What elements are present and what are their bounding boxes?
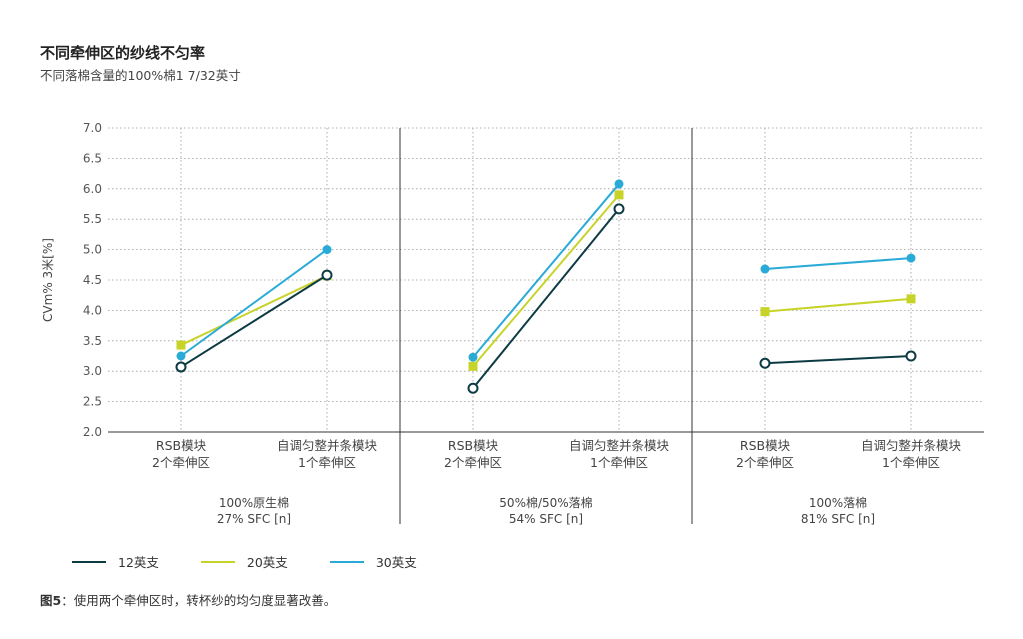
series-line <box>472 208 620 389</box>
figure-caption: 图5：使用两个牵伸区时，转杯纱的均匀度显著改善。 <box>40 590 336 609</box>
series-line <box>472 183 620 358</box>
legend-item-12: 12英支 <box>72 552 159 571</box>
line-chart: 2.0 2.5 3.0 3.5 4.0 4.5 5.0 5.5 6.0 6.5 7.0 CVm% 3米… <box>41 121 984 526</box>
data-point <box>760 307 770 317</box>
figure-caption-label: 图5 <box>40 593 62 608</box>
y-tick-label: 3.5 <box>83 334 102 348</box>
y-tick-label: 2.0 <box>83 425 102 439</box>
legend-item-20: 20英支 <box>200 552 288 571</box>
data-point <box>176 340 186 350</box>
x-tick-label: 1个牵伸区 <box>882 455 940 470</box>
x-tick-label: 自调匀整并条模块 <box>569 438 670 453</box>
legend-swatch-30 <box>329 560 364 563</box>
x-tick-label: RSB模块 <box>740 438 791 453</box>
y-axis-label: CVm% 3米[%] <box>41 238 55 322</box>
y-tick-label: 6.0 <box>83 182 102 196</box>
data-point <box>613 203 625 215</box>
chart-title: 不同牵伸区的纱线不匀率 <box>40 44 206 62</box>
group-label: 50%棉/50%落棉 <box>499 496 592 510</box>
y-tick-label: 5.0 <box>83 243 102 257</box>
chart-subtitle: 不同落棉含量的100%棉1 7/32英寸 <box>40 68 241 83</box>
legend-label-12: 12英支 <box>118 555 159 570</box>
y-tick-label: 3.0 <box>83 364 102 378</box>
x-tick-label: 2个牵伸区 <box>152 455 210 470</box>
data-point <box>614 190 624 200</box>
x-tick-label: 1个牵伸区 <box>298 455 356 470</box>
y-tick-label: 2.5 <box>83 395 102 409</box>
legend-label-20: 20英支 <box>246 555 288 570</box>
data-point <box>175 361 187 373</box>
legend-swatch-12 <box>72 560 106 563</box>
y-tick-label: 5.5 <box>83 212 102 226</box>
data-point <box>906 294 916 304</box>
group-label: 54% SFC [n] <box>509 512 583 526</box>
series-line <box>764 297 912 313</box>
data-point <box>176 351 186 361</box>
y-tick-label: 4.0 <box>83 303 102 317</box>
series-line <box>472 194 620 367</box>
x-tick-label: 2个牵伸区 <box>736 455 794 470</box>
series-line <box>764 257 912 271</box>
y-tick-label: 6.5 <box>83 151 102 165</box>
data-point <box>759 357 771 369</box>
y-tick-label: 4.5 <box>83 273 102 287</box>
x-tick-label: 自调匀整并条模块 <box>861 438 962 453</box>
data-point <box>614 179 624 189</box>
group-label: 100%原生棉 <box>219 496 289 510</box>
series-line <box>180 274 328 346</box>
x-tick-label: RSB模块 <box>156 438 207 453</box>
figure-caption-text: ：使用两个牵伸区时，转杯纱的均匀度显著改善。 <box>61 593 337 608</box>
series-line <box>180 274 328 368</box>
legend-label-30: 30英支 <box>375 555 417 570</box>
x-tick-label: RSB模块 <box>448 438 499 453</box>
data-point <box>468 352 478 362</box>
group-label: 27% SFC [n] <box>217 512 291 526</box>
x-tick-label: 1个牵伸区 <box>590 455 648 470</box>
series-line <box>180 248 328 357</box>
data-point <box>905 350 917 362</box>
y-tick-label: 7.0 <box>83 121 102 135</box>
data-point <box>321 269 333 281</box>
data-point <box>468 361 478 371</box>
legend: 12英支 20英支 30英支 <box>72 552 417 571</box>
legend-swatch-20 <box>200 560 235 563</box>
group-label: 100%落棉 <box>809 496 867 510</box>
data-point <box>322 245 332 255</box>
series-line <box>764 355 912 365</box>
data-point <box>906 253 916 263</box>
data-point <box>467 382 479 394</box>
x-tick-label: 2个牵伸区 <box>444 455 502 470</box>
group-label: 81% SFC [n] <box>801 512 875 526</box>
legend-item-30: 30英支 <box>329 552 417 571</box>
x-tick-label: 自调匀整并条模块 <box>277 438 378 453</box>
data-point <box>760 264 770 274</box>
